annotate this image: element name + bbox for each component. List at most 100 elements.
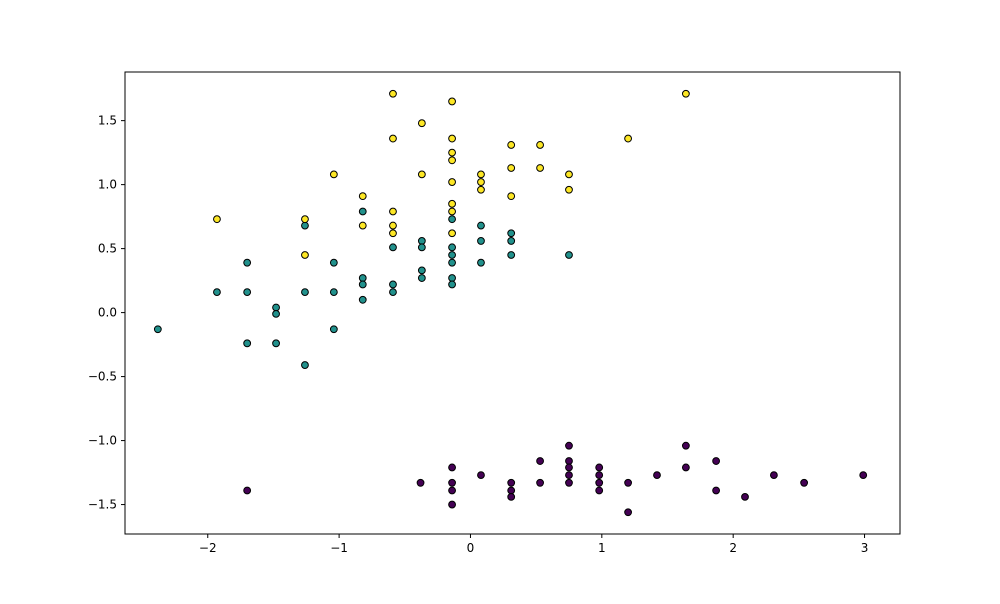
data-point-series-2: [329, 170, 338, 179]
data-point-series-0: [595, 478, 604, 487]
data-point-series-1: [153, 325, 162, 334]
y-axis: −1.5 −1.0 −0.5 0.0 0.5 1.0 1.5: [88, 114, 125, 512]
data-point-series-0: [681, 463, 690, 472]
data-point-series-1: [329, 325, 338, 334]
data-point-series-0: [448, 486, 456, 495]
data-point-series-1: [358, 207, 367, 216]
data-point-series-2: [417, 170, 426, 179]
data-point-series-1: [389, 243, 397, 252]
data-point-series-2: [448, 178, 456, 186]
data-point-series-2: [389, 89, 397, 98]
data-point-series-0: [712, 457, 721, 465]
data-point-series-0: [595, 471, 604, 480]
data-point-series-0: [565, 457, 573, 465]
data-point-series-1: [272, 303, 280, 312]
data-point-series-2: [417, 119, 426, 128]
data-point-series-2: [389, 207, 397, 216]
y-tick-label: −1.5: [88, 498, 117, 512]
data-point-series-1: [448, 215, 456, 224]
data-point-series-1: [507, 251, 516, 259]
data-points: [153, 89, 868, 517]
data-point-series-2: [389, 229, 397, 238]
x-tick-label: 2: [729, 541, 737, 555]
data-point-series-2: [565, 185, 573, 194]
data-point-series-1: [507, 229, 516, 238]
x-tick-label: 1: [598, 541, 606, 555]
x-tick-label: −2: [199, 541, 217, 555]
data-point-series-2: [477, 185, 485, 194]
x-tick-label: 0: [467, 541, 475, 555]
data-point-series-2: [477, 178, 485, 186]
data-point-series-1: [565, 251, 573, 259]
data-point-series-1: [448, 280, 456, 289]
data-point-series-0: [507, 486, 516, 495]
data-point-series-0: [448, 478, 456, 487]
y-tick-label: −1.0: [88, 434, 117, 448]
data-point-series-1: [358, 295, 367, 304]
data-point-series-2: [448, 199, 456, 208]
data-point-series-0: [769, 471, 778, 480]
data-point-series-2: [301, 251, 309, 259]
data-point-series-0: [565, 471, 573, 480]
data-point-series-0: [741, 492, 749, 501]
y-tick-label: 0.0: [98, 306, 117, 320]
data-point-series-2: [624, 134, 632, 143]
data-point-series-1: [417, 237, 426, 245]
data-point-series-2: [681, 89, 690, 98]
x-tick-label: 3: [861, 541, 869, 555]
data-point-series-0: [565, 463, 573, 472]
data-point-series-1: [448, 274, 456, 282]
data-point-series-1: [358, 274, 367, 282]
data-point-series-0: [595, 463, 604, 472]
data-point-series-1: [301, 288, 309, 297]
data-point-series-0: [624, 508, 632, 517]
data-point-series-2: [507, 164, 516, 172]
data-point-series-2: [507, 192, 516, 201]
y-tick-label: 1.5: [98, 114, 117, 128]
y-tick-label: 1.0: [98, 178, 117, 192]
data-point-series-2: [389, 134, 397, 143]
data-point-series-2: [477, 170, 485, 179]
data-point-series-0: [243, 486, 252, 495]
x-tick-label: −1: [330, 541, 348, 555]
data-point-series-0: [565, 478, 573, 487]
x-axis: −2 −1 0 1 2 3: [199, 534, 868, 555]
data-point-series-0: [565, 441, 573, 450]
data-point-series-1: [389, 288, 397, 297]
data-point-series-1: [243, 339, 252, 348]
data-point-series-1: [301, 361, 309, 369]
data-point-series-1: [358, 280, 367, 289]
data-point-series-2: [448, 148, 456, 157]
data-point-series-1: [448, 251, 456, 259]
data-point-series-1: [389, 280, 397, 289]
data-point-series-2: [358, 192, 367, 201]
data-point-series-2: [301, 215, 309, 224]
data-point-series-2: [448, 207, 456, 216]
data-point-series-0: [536, 457, 544, 465]
data-point-series-0: [859, 471, 868, 480]
data-point-series-1: [329, 258, 338, 267]
data-point-series-1: [448, 243, 456, 252]
data-point-series-1: [243, 288, 252, 297]
data-point-series-1: [417, 266, 426, 275]
data-point-series-0: [507, 478, 516, 487]
data-point-series-0: [595, 486, 604, 495]
data-point-series-2: [565, 170, 573, 179]
data-point-series-1: [272, 309, 280, 318]
data-point-series-1: [329, 288, 338, 297]
data-point-series-0: [712, 486, 721, 495]
y-tick-label: −0.5: [88, 370, 117, 384]
plot-area: [125, 72, 900, 534]
data-point-series-2: [536, 141, 544, 149]
y-tick-label: 0.5: [98, 242, 117, 256]
data-point-series-1: [301, 221, 309, 230]
data-point-series-0: [653, 471, 661, 480]
data-point-series-0: [448, 463, 456, 472]
data-point-series-1: [477, 258, 485, 267]
data-point-series-0: [800, 478, 809, 487]
data-point-series-1: [448, 258, 456, 267]
data-point-series-1: [417, 274, 426, 282]
data-point-series-2: [448, 97, 456, 106]
data-point-series-2: [213, 215, 221, 224]
